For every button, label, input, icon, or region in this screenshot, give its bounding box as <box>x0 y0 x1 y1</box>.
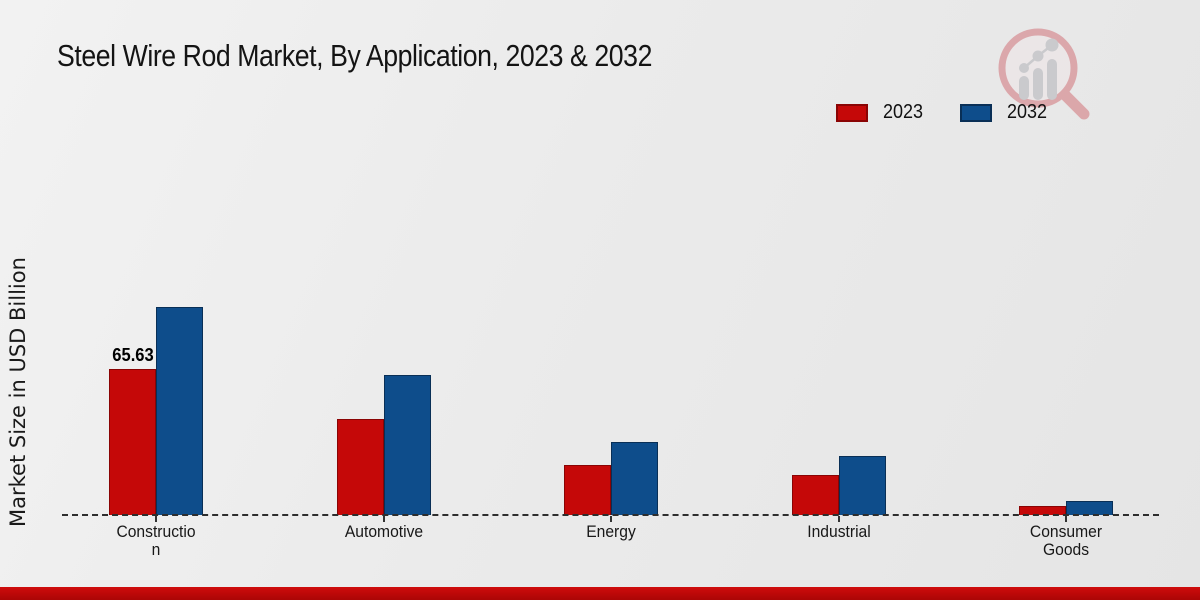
bar-energy-2023 <box>564 465 611 515</box>
bar-consumer-goods-2032 <box>1066 501 1113 515</box>
bar-industrial-2023 <box>791 475 839 515</box>
x-tick-automotive <box>382 516 385 522</box>
x-axis-baseline <box>62 514 1159 516</box>
x-tick-consumer-goods <box>1065 516 1067 522</box>
category-label-energy: Energy <box>586 522 636 541</box>
bar-energy-2032 <box>611 442 658 515</box>
category-label-automotive: Automotive <box>344 522 423 541</box>
bar-construction-2032 <box>156 307 203 515</box>
category-label-industrial: Industrial <box>806 522 871 541</box>
bar-automotive-2023 <box>336 419 384 515</box>
legend-swatch-2023 <box>836 103 868 122</box>
bar-automotive-2032 <box>383 375 431 515</box>
legend-label-2023: 2023 <box>883 101 924 123</box>
category-label-construction: Constructio n <box>116 522 196 559</box>
bar-construction-2023 <box>109 369 156 515</box>
value-label-65.63: 65.63 <box>111 345 154 365</box>
magnifier-bar-chart-logo-icon <box>998 28 1090 120</box>
bar-industrial-2032 <box>838 456 886 515</box>
bottom-accent-bar <box>0 587 1200 600</box>
chart-title: Steel Wire Rod Market, By Application, 2… <box>57 38 652 73</box>
legend-item-2032: 2032 <box>959 101 1052 124</box>
x-tick-industrial <box>837 516 840 522</box>
legend: 2023 2032 <box>836 101 1051 124</box>
legend-swatch-2032 <box>959 103 992 122</box>
x-tick-construction <box>155 516 157 522</box>
legend-item-2023: 2023 <box>836 101 928 124</box>
bar-consumer-goods-2023 <box>1019 506 1066 515</box>
category-label-consumer-goods: Consumer Goods <box>1029 522 1103 559</box>
x-tick-energy <box>610 516 612 522</box>
legend-label-2032: 2032 <box>1006 101 1047 123</box>
